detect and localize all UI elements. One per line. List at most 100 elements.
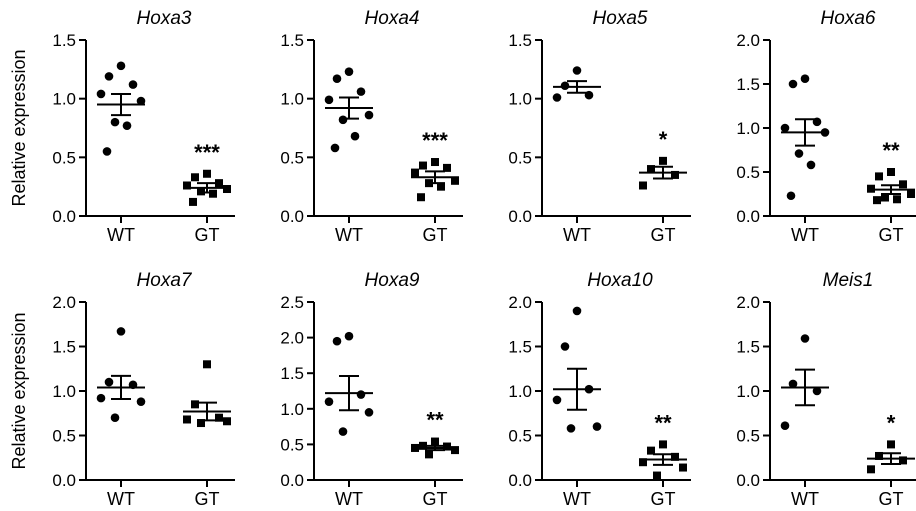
- y-tick-label: 2.5: [280, 293, 304, 312]
- panel-title: Hoxa4: [365, 8, 420, 29]
- x-tick-label: WT: [107, 225, 135, 245]
- panel-7: Meis1 0.0 0.5 1.0 1.5 2.0 WT GT *: [736, 270, 916, 509]
- data-point-square: [431, 158, 439, 167]
- data-point-circle: [364, 110, 374, 120]
- panel-title: Hoxa9: [365, 270, 420, 291]
- data-point-square: [867, 465, 875, 474]
- panel-title: Meis1: [823, 270, 874, 291]
- data-point-circle: [110, 413, 120, 423]
- panel-6: Hoxa10 0.0 0.5 1.0 1.5 2.0 WT GT **: [508, 270, 691, 509]
- data-point-square: [191, 400, 199, 409]
- data-point-square: [639, 458, 647, 467]
- data-point-circle: [338, 427, 348, 436]
- data-point-square: [639, 181, 647, 190]
- data-point-square: [907, 190, 915, 198]
- y-tick-label: 1.0: [508, 90, 532, 109]
- data-point-circle: [324, 397, 334, 406]
- y-tick-label: 0.5: [52, 148, 76, 167]
- data-point-square: [881, 193, 889, 202]
- x-tick-label: GT: [423, 225, 448, 245]
- data-point-square: [679, 463, 687, 472]
- data-point-square: [419, 441, 427, 450]
- panel-5: Hoxa9 0.0 0.5 1.0 1.5 2.0 2.5 WT GT **: [280, 270, 463, 509]
- x-tick-label: WT: [791, 489, 819, 509]
- y-tick-label: 0.0: [508, 207, 532, 226]
- data-point-square: [209, 189, 217, 198]
- data-point-circle: [110, 117, 120, 127]
- x-tick-label: WT: [335, 225, 363, 245]
- data-point-square: [417, 193, 425, 202]
- y-tick-label: 1.5: [280, 31, 304, 50]
- significance-label: *: [887, 410, 896, 435]
- data-point-circle: [102, 147, 112, 156]
- y-tick-label: 1.5: [508, 338, 532, 357]
- data-point-square: [873, 196, 881, 205]
- panel-title: Hoxa3: [137, 8, 192, 29]
- y-tick-label: 2.0: [280, 329, 304, 348]
- data-point-square: [875, 451, 883, 460]
- y-tick-label: 1.0: [52, 382, 76, 401]
- data-point-square: [419, 161, 427, 170]
- data-point-square: [647, 446, 655, 455]
- data-point-circle: [800, 74, 810, 84]
- data-point-circle: [788, 379, 798, 389]
- panel-title: Hoxa10: [587, 270, 653, 291]
- data-point-square: [431, 437, 439, 446]
- significance-label: **: [882, 138, 900, 163]
- data-point-circle: [116, 61, 126, 71]
- data-point-square: [899, 180, 907, 189]
- data-point-circle: [344, 67, 354, 76]
- y-tick-label: 1.5: [52, 338, 76, 357]
- data-point-square: [189, 197, 197, 206]
- y-axis-label: Relative expression: [9, 312, 29, 469]
- data-point-circle: [572, 66, 582, 75]
- y-tick-label: 1.0: [280, 400, 304, 419]
- data-point-circle: [786, 191, 796, 201]
- data-point-circle: [344, 331, 354, 341]
- data-point-square: [647, 165, 655, 174]
- data-point-square: [653, 471, 661, 480]
- y-tick-label: 1.0: [736, 382, 760, 401]
- data-point-square: [887, 168, 895, 176]
- y-tick-label: 1.0: [52, 90, 76, 109]
- y-tick-label: 0.5: [280, 148, 304, 167]
- significance-label: ***: [194, 140, 220, 165]
- x-tick-label: WT: [107, 489, 135, 509]
- data-point-circle: [338, 115, 348, 125]
- y-tick-label: 2.0: [736, 293, 760, 312]
- data-point-square: [875, 172, 883, 181]
- data-point-square: [203, 360, 211, 369]
- data-point-circle: [572, 306, 582, 316]
- y-tick-label: 0.0: [52, 207, 76, 226]
- y-tick-label: 2.0: [736, 31, 760, 50]
- x-tick-label: GT: [879, 489, 904, 509]
- significance-label: **: [426, 408, 444, 433]
- panel-title: Hoxa7: [137, 270, 193, 291]
- data-point-circle: [96, 393, 106, 403]
- data-point-circle: [560, 342, 570, 351]
- y-axis-label: Relative expression: [9, 49, 29, 206]
- data-point-circle: [96, 89, 106, 99]
- data-point-square: [671, 170, 679, 179]
- x-tick-label: WT: [563, 225, 591, 245]
- data-point-square: [425, 450, 433, 459]
- x-tick-label: GT: [651, 489, 676, 509]
- y-tick-label: 0.5: [736, 427, 760, 446]
- data-point-square: [215, 413, 223, 422]
- y-tick-label: 0.0: [736, 471, 760, 490]
- y-tick-label: 0.5: [280, 435, 304, 454]
- data-point-square: [215, 179, 223, 188]
- data-point-circle: [560, 81, 570, 91]
- y-tick-label: 0.5: [508, 148, 532, 167]
- panel-title: Hoxa5: [593, 8, 648, 29]
- data-point-circle: [806, 160, 816, 170]
- data-point-circle: [136, 96, 146, 106]
- y-tick-label: 0.5: [508, 427, 532, 446]
- y-tick-label: 1.5: [736, 338, 760, 357]
- panel-title: Hoxa6: [821, 8, 876, 29]
- data-point-square: [223, 417, 231, 426]
- x-tick-label: WT: [335, 489, 363, 509]
- data-point-square: [223, 185, 231, 194]
- data-point-square: [437, 182, 445, 191]
- panel-1: Hoxa4 0.0 0.5 1.0 1.5 WT GT ***: [280, 8, 463, 245]
